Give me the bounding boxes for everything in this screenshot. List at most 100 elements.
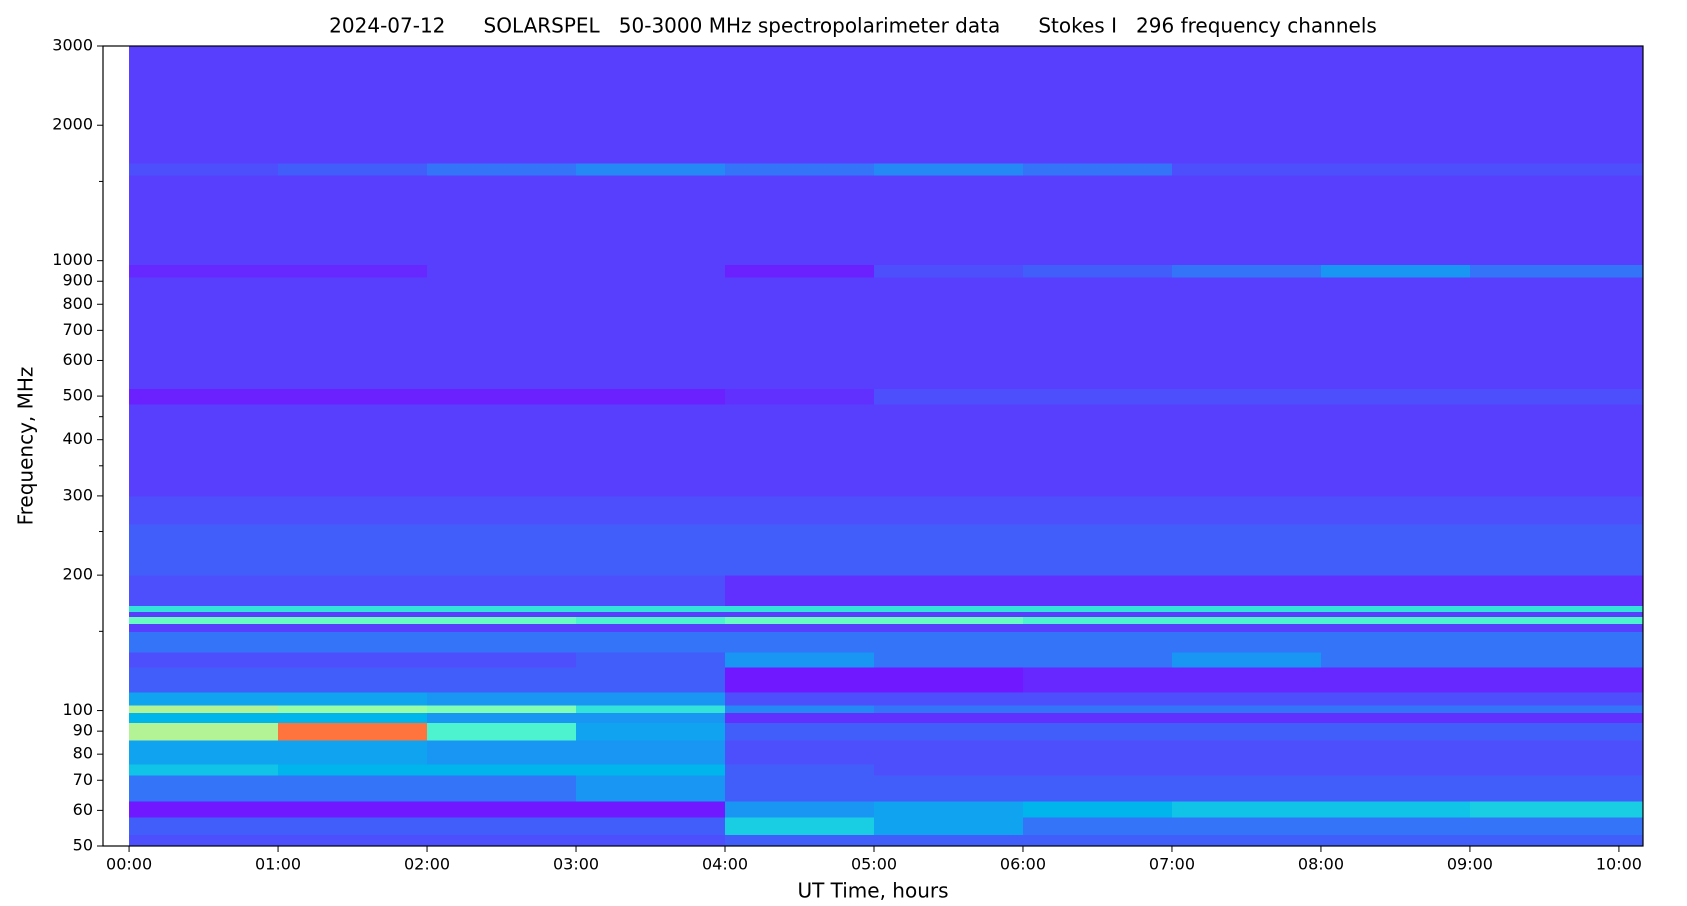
heatmap-cell [427, 631, 577, 653]
heatmap-cell [278, 691, 428, 706]
heatmap-cell [278, 623, 428, 632]
heatmap-cell [1469, 764, 1644, 776]
x-tick-label: 01:00 [255, 855, 301, 874]
x-tick-label: 00:00 [106, 855, 152, 874]
heatmap-cell [1171, 264, 1322, 278]
x-tick-label: 08:00 [1298, 855, 1344, 874]
heatmap-cell [1171, 774, 1322, 802]
heatmap-cell [873, 276, 1024, 389]
heatmap-cell [427, 605, 577, 613]
heatmap-cell [1469, 276, 1644, 389]
heatmap-cell [129, 740, 279, 765]
heatmap-cell [1171, 834, 1322, 847]
heatmap-cell [129, 691, 279, 706]
heatmap-cell [1022, 46, 1173, 164]
heatmap-cell [129, 264, 279, 278]
heatmap-cell [1171, 800, 1322, 818]
heatmap-cell [576, 575, 726, 607]
heatmap-cell [427, 388, 577, 405]
heatmap-cell [278, 817, 428, 836]
heatmap-cell [427, 722, 577, 741]
heatmap-cell [576, 611, 726, 617]
heatmap-cell [576, 722, 726, 741]
heatmap-cell [725, 651, 875, 668]
x-tick-label: 10:00 [1596, 855, 1642, 874]
heatmap-cell [1320, 774, 1471, 802]
heatmap-cell [873, 774, 1024, 802]
heatmap-cell [129, 631, 279, 653]
heatmap-cell [1022, 404, 1173, 497]
heatmap-cell [1320, 834, 1471, 847]
heatmap-cell [725, 704, 875, 714]
y-tick-label: 800 [62, 294, 93, 313]
heatmap-cell [129, 162, 279, 176]
heatmap-cell [129, 834, 279, 847]
heatmap-cell [1022, 388, 1173, 405]
heatmap-cell [1171, 388, 1322, 405]
heatmap-cell [427, 175, 577, 266]
heatmap-cell [1022, 575, 1173, 607]
heatmap-cell [1469, 834, 1644, 847]
heatmap-cell [278, 611, 428, 617]
heatmap-cell [1320, 605, 1471, 613]
heatmap-cell [129, 616, 279, 625]
heatmap-cell [873, 712, 1024, 724]
heatmap-cell [1469, 817, 1644, 836]
heatmap-cell [1320, 611, 1471, 617]
heatmap-cell [1022, 712, 1173, 724]
heatmap-cell [1022, 495, 1173, 525]
heatmap-cell [278, 740, 428, 765]
heatmap-cell [873, 800, 1024, 818]
heatmap-cell [1320, 740, 1471, 765]
x-tick-label: 05:00 [851, 855, 897, 874]
heatmap-cell [873, 495, 1024, 525]
heatmap-cell [1022, 162, 1173, 176]
heatmap-cell [1171, 817, 1322, 836]
heatmap-cell [1022, 704, 1173, 714]
heatmap-cell [1320, 817, 1471, 836]
heatmap-cell [1469, 722, 1644, 741]
heatmap-cell [1171, 495, 1322, 525]
heatmap-cell [129, 575, 279, 607]
heatmap-cell [1022, 817, 1173, 836]
heatmap-cell [427, 495, 577, 525]
heatmap-cell [278, 404, 428, 497]
heatmap-cell [129, 774, 279, 802]
heatmap-cell [576, 691, 726, 706]
heatmap-cell [1469, 740, 1644, 765]
heatmap-cell [1171, 631, 1322, 653]
heatmap-cell [129, 388, 279, 405]
y-tick-label: 60 [73, 800, 93, 819]
heatmap-cell [1022, 631, 1173, 653]
heatmap-cell [1320, 162, 1471, 176]
heatmap-cell [725, 666, 875, 693]
heatmap-cell [576, 495, 726, 525]
heatmap-cell [1469, 712, 1644, 724]
heatmap-cell [725, 817, 875, 836]
heatmap-cell [576, 774, 726, 802]
heatmap-cell [278, 800, 428, 818]
heatmap-cell [1022, 834, 1173, 847]
heatmap-cell [873, 623, 1024, 632]
y-tick-label: 2000 [52, 115, 93, 134]
heatmap-cell [1022, 764, 1173, 776]
heatmap-cell [873, 740, 1024, 765]
heatmap-cell [278, 666, 428, 693]
heatmap-cell [278, 774, 428, 802]
heatmap-cell [1171, 712, 1322, 724]
heatmap-cell [1469, 774, 1644, 802]
heatmap-cell [427, 740, 577, 765]
heatmap-cell [725, 404, 875, 497]
heatmap-cell [576, 616, 726, 625]
heatmap-cell [576, 523, 726, 576]
heatmap-cell [576, 764, 726, 776]
heatmap-cell [1469, 691, 1644, 706]
heatmap-cell [129, 404, 279, 497]
y-axis-label: Frequency, MHz [14, 367, 38, 526]
heatmap-cell [278, 495, 428, 525]
heatmap-cell [129, 817, 279, 836]
heatmap-cell [873, 651, 1024, 668]
heatmap-cell [1171, 276, 1322, 389]
heatmap-cell [278, 712, 428, 724]
heatmap-cell [1022, 691, 1173, 706]
